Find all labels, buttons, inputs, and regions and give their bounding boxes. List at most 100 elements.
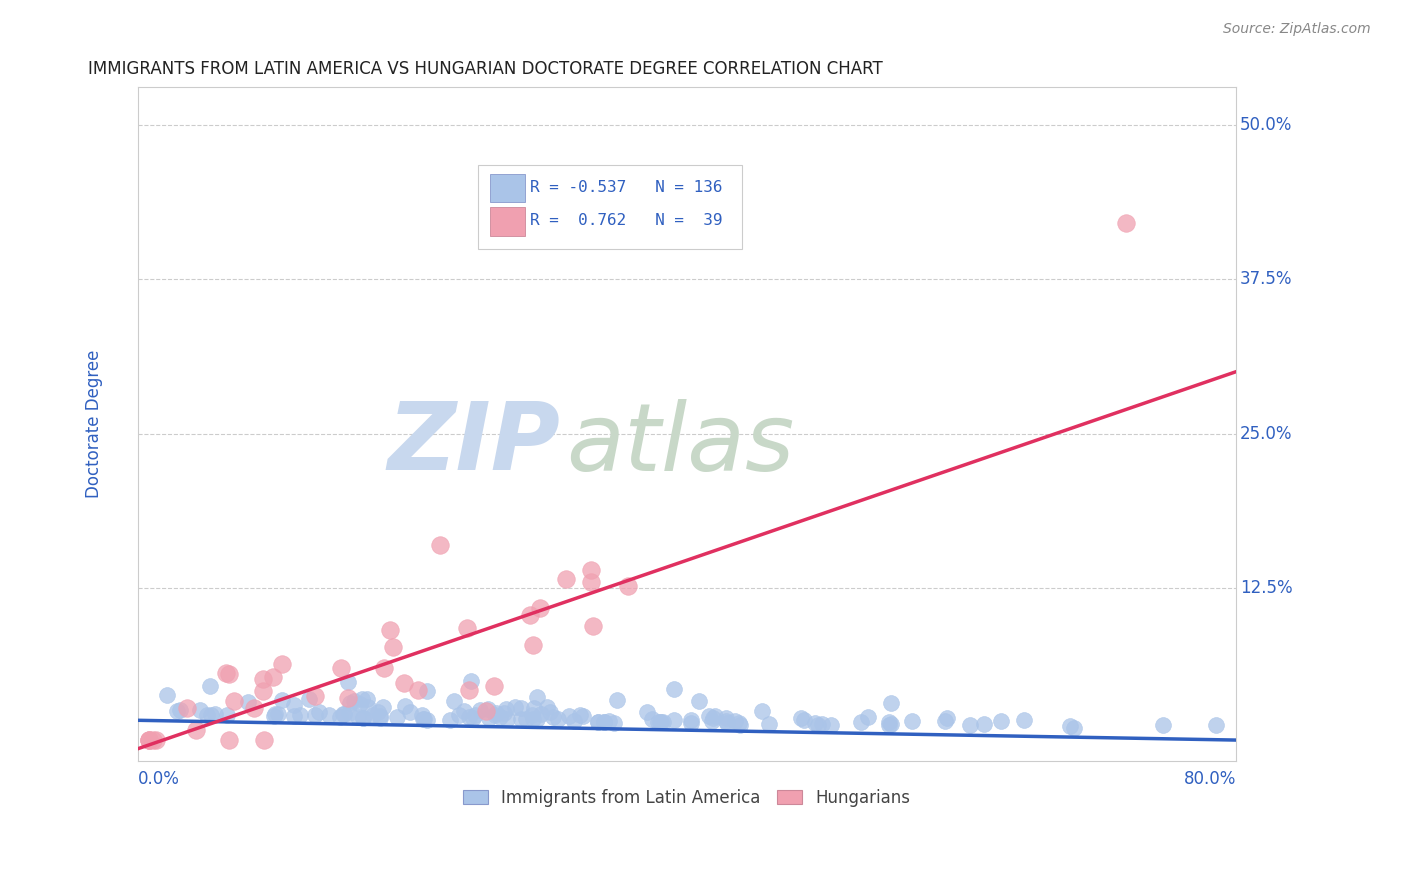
Point [456,621,478,635]
Point [337,674,360,689]
Point [807,718,830,732]
Point [697,709,720,723]
Point [662,682,685,697]
Point [399,706,422,720]
Point [367,705,389,719]
Point [586,714,609,729]
Point [357,699,380,714]
Text: R = -0.537   N = 136: R = -0.537 N = 136 [530,179,723,194]
Point [688,694,710,708]
Point [681,716,703,731]
Point [368,711,391,725]
Point [156,689,179,703]
Point [569,707,592,722]
Point [716,716,738,731]
Point [470,702,492,716]
Point [336,690,359,705]
Point [529,600,551,615]
Point [166,704,188,718]
Point [758,717,780,731]
Point [879,717,901,731]
Text: Source: ZipAtlas.com: Source: ZipAtlas.com [1223,22,1371,37]
Point [877,714,900,729]
Point [973,717,995,731]
Point [412,712,434,726]
Point [510,701,533,715]
Point [592,714,614,729]
Point [606,693,628,707]
Point [526,712,548,726]
Text: R =  0.762   N =  39: R = 0.762 N = 39 [530,213,723,228]
Point [188,702,211,716]
Point [586,715,609,730]
Point [439,713,461,727]
Point [218,667,240,681]
Point [538,706,561,720]
Point [492,706,515,721]
Point [793,713,815,727]
Point [579,575,602,590]
Point [458,709,481,723]
Point [547,712,569,726]
Point [411,708,433,723]
Point [485,706,508,721]
Point [536,700,558,714]
Point [339,696,361,710]
Point [443,694,465,708]
Point [641,712,664,726]
Point [392,676,415,690]
Point [582,619,605,633]
FancyBboxPatch shape [491,207,526,235]
Point [579,562,602,576]
Point [704,708,727,723]
Point [333,706,356,721]
Point [347,710,370,724]
Point [352,692,374,706]
Point [679,714,702,728]
Point [562,714,585,728]
Point [515,712,537,726]
Point [318,707,340,722]
Point [789,711,811,725]
Point [526,690,548,705]
Point [332,707,354,722]
Point [145,733,167,747]
Point [478,710,501,724]
Point [728,718,751,732]
Point [349,698,371,712]
Point [530,706,553,721]
Point [142,733,165,747]
Point [464,708,486,723]
Point [271,692,294,706]
Text: 50.0%: 50.0% [1240,116,1292,134]
Point [484,707,506,722]
Point [352,711,374,725]
FancyBboxPatch shape [478,165,742,249]
Point [959,718,981,732]
Text: 12.5%: 12.5% [1240,579,1292,597]
Point [343,694,366,708]
Point [505,699,527,714]
Point [990,714,1012,728]
Point [416,684,439,698]
Point [714,714,737,729]
Legend: Immigrants from Latin America, Hungarians: Immigrants from Latin America, Hungarian… [457,782,917,814]
Point [1014,713,1036,727]
Point [820,718,842,732]
Point [593,715,616,730]
Point [283,709,305,723]
Point [877,718,900,732]
Point [804,716,827,731]
Point [598,714,620,728]
Text: Doctorate Degree: Doctorate Degree [84,350,103,499]
Point [176,701,198,715]
Text: atlas: atlas [567,399,794,490]
Point [352,711,374,725]
Text: 80.0%: 80.0% [1184,770,1236,788]
Point [329,660,352,674]
Point [253,733,276,747]
Point [218,733,240,747]
Point [651,715,673,730]
Point [522,638,544,652]
Point [361,708,384,723]
